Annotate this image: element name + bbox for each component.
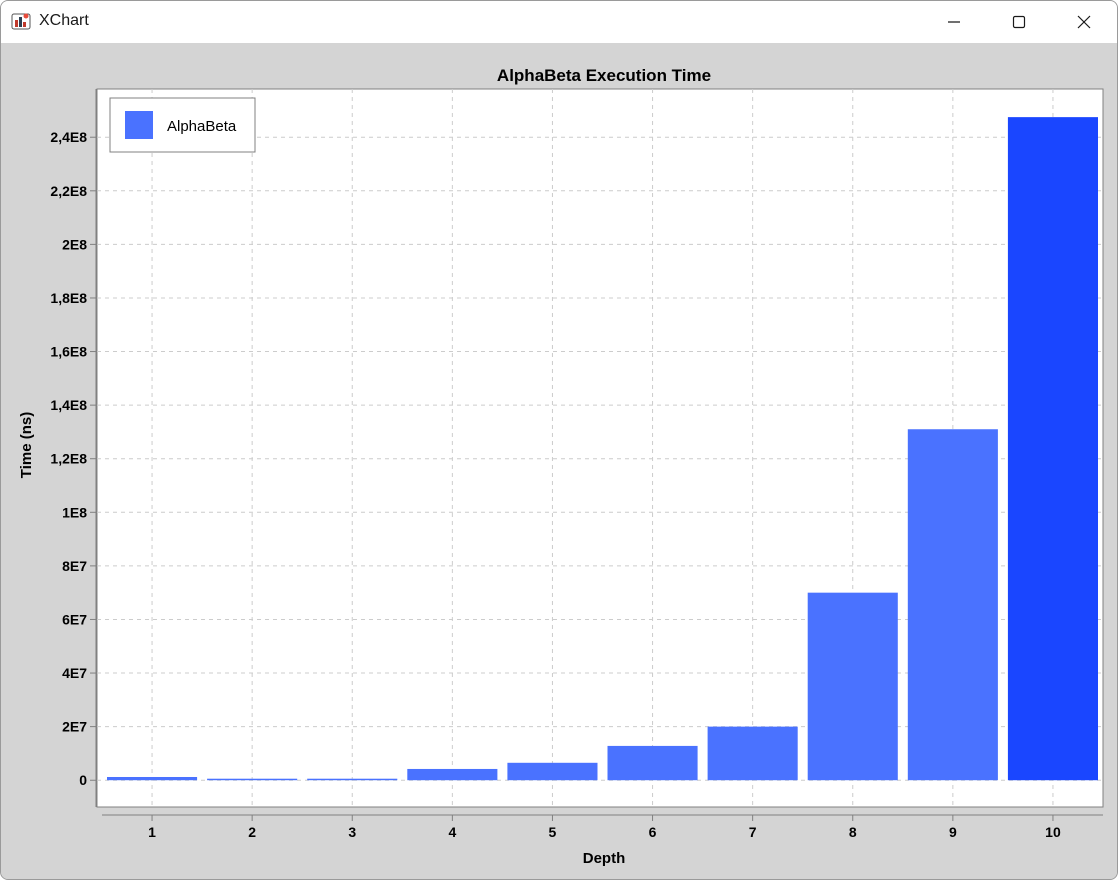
x-tick-label: 5 (549, 824, 557, 840)
bar-depth-5[interactable] (507, 762, 598, 781)
x-tick-label: 7 (749, 824, 757, 840)
x-tick-label: 1 (148, 824, 156, 840)
bar-chart: AlphaBeta Execution Time 0 2E7 4E7 6E7 8E7 1E… (18, 66, 1104, 867)
java-duke-icon (11, 13, 31, 30)
minimize-button[interactable] (923, 1, 985, 43)
window-title: XChart (39, 12, 89, 29)
chart-title: AlphaBeta Execution Time (497, 66, 711, 85)
y-tick-label: 1,6E8 (50, 344, 87, 360)
y-tick-label: 1,2E8 (50, 451, 87, 467)
bar-depth-9[interactable] (907, 429, 998, 781)
y-tick-label: 1,4E8 (50, 397, 87, 413)
y-tick-label: 2E8 (62, 236, 87, 252)
y-tick-label: 2,4E8 (50, 129, 87, 145)
bar-depth-3[interactable] (307, 778, 398, 781)
x-axis-label: Depth (583, 850, 626, 867)
x-tick-label: 4 (448, 824, 456, 840)
y-tick-label: 2E7 (62, 719, 87, 735)
y-tick-label: 8E7 (62, 558, 87, 574)
bar-depth-6[interactable] (607, 745, 698, 781)
y-tick-label: 0 (79, 772, 87, 788)
x-tick-label: 8 (849, 824, 857, 840)
y-tick-label: 2,2E8 (50, 183, 87, 199)
legend-swatch (125, 111, 153, 139)
x-tick-label: 3 (348, 824, 356, 840)
bar-depth-1[interactable] (107, 776, 198, 781)
y-tick-label: 1,8E8 (50, 290, 87, 306)
bar-depth-8[interactable] (807, 592, 898, 781)
title-bar[interactable]: XChart (1, 1, 1117, 43)
x-tick-label: 10 (1045, 824, 1061, 840)
y-tick-label: 1E8 (62, 504, 87, 520)
bar-depth-7[interactable] (707, 726, 798, 781)
y-tick-label: 4E7 (62, 665, 87, 681)
x-axis: 1 2 3 4 5 6 7 8 9 10 (102, 814, 1103, 840)
y-axis-label: Time (ns) (18, 412, 35, 478)
maximize-button[interactable] (988, 1, 1050, 43)
bar-depth-10[interactable] (1007, 117, 1098, 781)
bars (107, 117, 1098, 781)
y-axis: 0 2E7 4E7 6E7 8E7 1E8 1,2E8 1,4E8 1,6E8 1,8E8 2E8 2… (50, 89, 97, 807)
bar-depth-2[interactable] (207, 778, 298, 781)
y-tick-label: 6E7 (62, 611, 87, 627)
minimize-icon (948, 21, 960, 23)
close-button[interactable] (1053, 1, 1115, 43)
x-tick-label: 2 (248, 824, 256, 840)
x-tick-label: 6 (649, 824, 657, 840)
chart-panel: AlphaBeta Execution Time 0 2E7 4E7 6E7 8E7 1E… (1, 43, 1117, 879)
legend-label: AlphaBeta (167, 118, 237, 135)
legend: AlphaBeta (109, 97, 256, 153)
maximize-icon (1012, 15, 1026, 29)
bar-depth-4[interactable] (407, 768, 498, 781)
close-icon (1077, 15, 1091, 29)
x-tick-label: 9 (949, 824, 957, 840)
